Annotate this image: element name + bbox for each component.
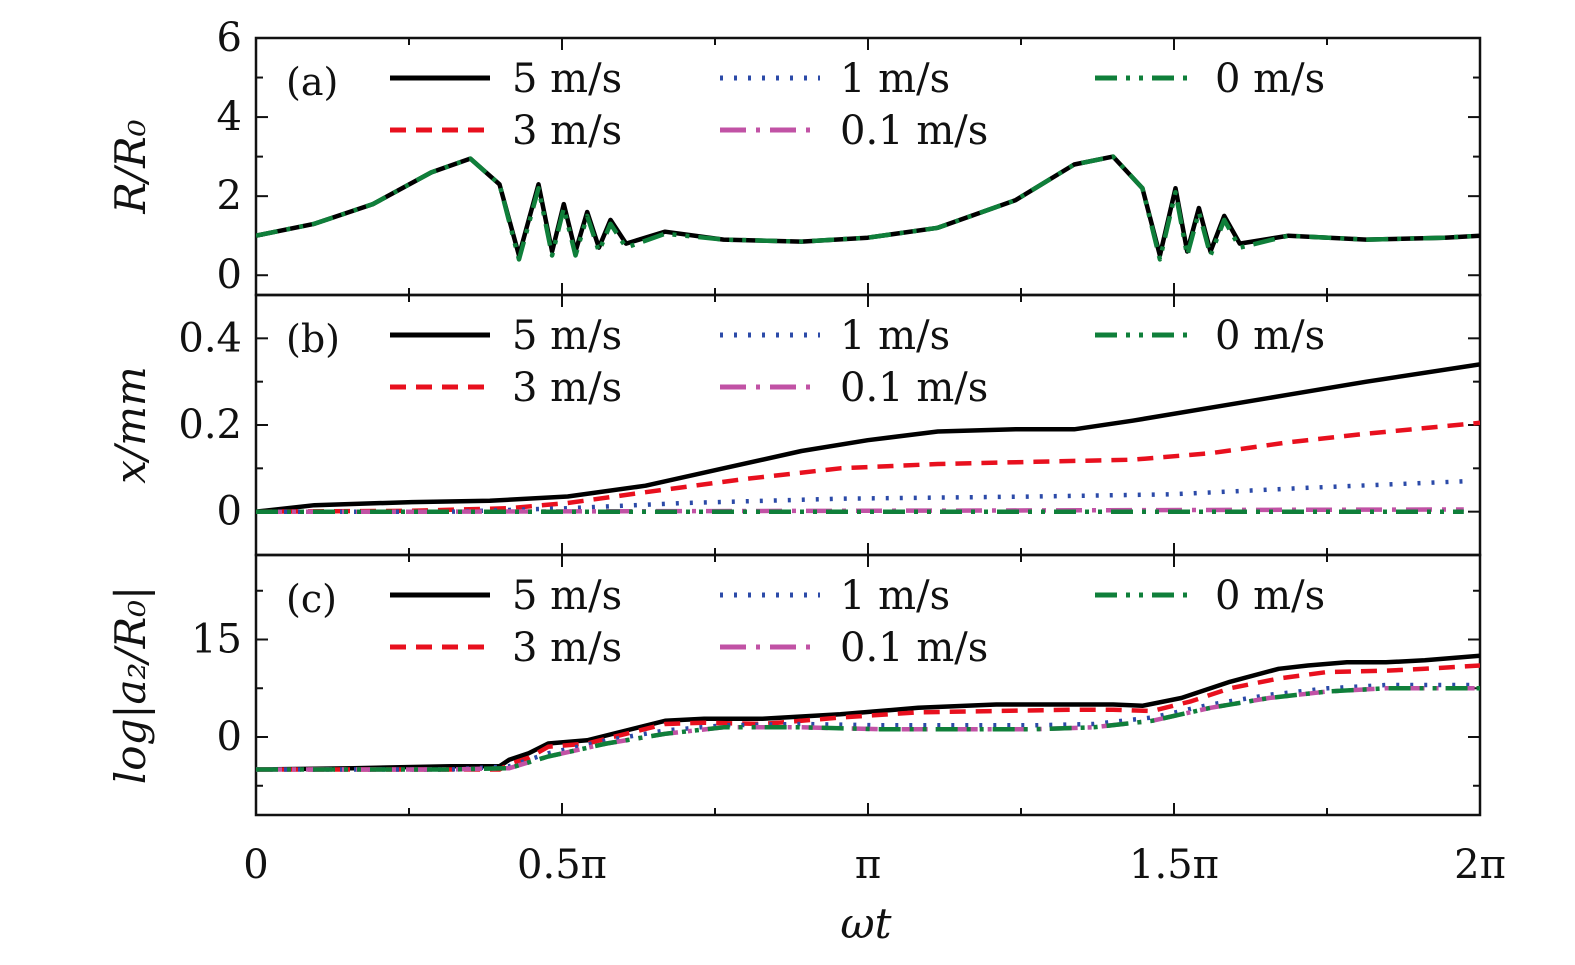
series-5-m-s xyxy=(256,653,1480,772)
legend-label: 1 m/s xyxy=(840,573,950,619)
y-axis-label: R/R₀ xyxy=(106,119,155,214)
y-axis-label: x/mm xyxy=(106,366,155,484)
y-tick-label: 4 xyxy=(217,94,242,140)
series-5-m-s xyxy=(256,154,1480,258)
panel-1: 0 2 4 6 R/R₀ (a) 5 m/s 3 m/s 1 m/s 0.1 m/s 0 m/s xyxy=(106,15,1482,298)
series-0-m-s xyxy=(256,686,1480,772)
x-tick-label: 0.5π xyxy=(517,842,607,888)
series-3-m-s xyxy=(256,663,1480,772)
legend-label: 0.1 m/s xyxy=(840,108,988,154)
series-5-m-s xyxy=(256,362,1480,514)
y-tick-label: 6 xyxy=(217,15,242,61)
legend-label: 0 m/s xyxy=(1215,313,1325,359)
legend-label: 5 m/s xyxy=(512,56,622,102)
x-axis-label: ωt xyxy=(840,899,891,948)
panel-tag: (b) xyxy=(286,317,340,361)
legend-label: 1 m/s xyxy=(840,56,950,102)
panel-tag: (c) xyxy=(286,577,337,621)
x-tick-labels: 0 0.5π π 1.5π 2π xyxy=(243,842,1506,888)
y-tick-label: 0 xyxy=(217,714,242,760)
legend-label: 0 m/s xyxy=(1215,56,1325,102)
y-tick-label: 0.2 xyxy=(178,402,242,448)
x-tick-label: 0 xyxy=(243,842,268,888)
series-3-m-s xyxy=(256,420,1480,514)
panel-3: 0 15 log|a₂/R₀| (c) 5 m/s 3 m/s 1 m/s 0.1 m/s 0 … xyxy=(106,553,1482,817)
series-1-m-s xyxy=(256,479,1464,514)
legend-label: 3 m/s xyxy=(512,365,622,411)
legend-label: 0.1 m/s xyxy=(840,625,988,671)
legend-label: 0.1 m/s xyxy=(840,365,988,411)
y-tick-label: 0 xyxy=(217,252,242,298)
legend-label: 0 m/s xyxy=(1215,573,1325,619)
x-tick-label: 2π xyxy=(1454,842,1506,888)
legend-label: 1 m/s xyxy=(840,313,950,359)
x-tick-label: π xyxy=(855,842,881,888)
panel-tag: (a) xyxy=(286,60,338,104)
legend-label: 3 m/s xyxy=(512,108,622,154)
y-tick-label: 15 xyxy=(191,617,242,663)
panel-2: 0 0.2 0.4 x/mm (b) 5 m/s 3 m/s 1 m/s 0.1 m/s 0 m/… xyxy=(106,293,1482,557)
y-tick-label: 0 xyxy=(217,489,242,535)
legend-label: 3 m/s xyxy=(512,625,622,671)
series-0-m-s xyxy=(256,154,1480,262)
y-tick-label: 0.4 xyxy=(178,315,242,361)
legend-label: 5 m/s xyxy=(512,313,622,359)
y-tick-label: 2 xyxy=(217,173,242,219)
y-axis-label: log|a₂/R₀| xyxy=(106,586,155,784)
x-tick-label: 1.5π xyxy=(1129,842,1219,888)
legend-label: 5 m/s xyxy=(512,573,622,619)
